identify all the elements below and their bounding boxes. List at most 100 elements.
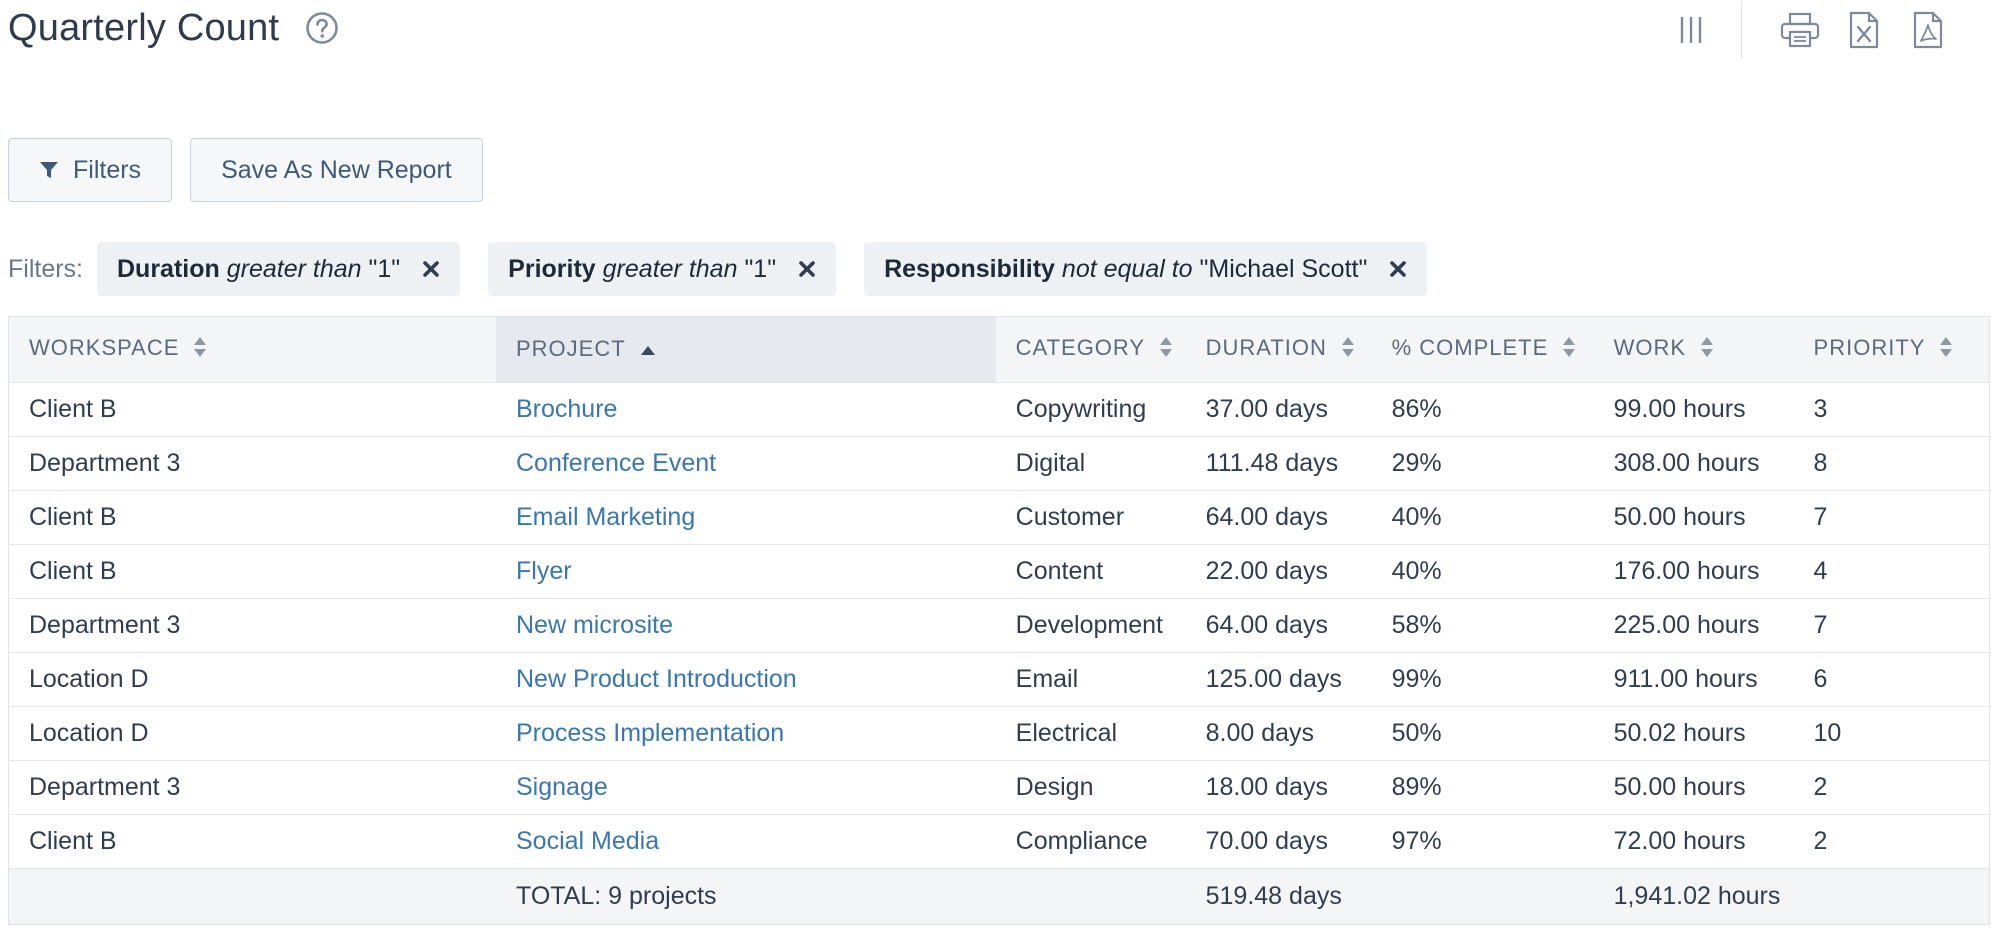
priority-cell: 10 [1793,706,1990,761]
help-circle-icon[interactable] [305,11,339,45]
percent-complete-cell: 40% [1371,490,1594,545]
sort-icon [193,336,207,364]
duration-cell: 111.48 days [1185,436,1372,491]
column-header-label: WORK [1613,335,1687,361]
column-header-label: PRIORITY [1813,335,1926,361]
work-cell: 911.00 hours [1593,652,1794,707]
workspace-cell: Location D [8,706,496,761]
duration-cell: 64.00 days [1185,598,1372,653]
work-cell: 225.00 hours [1593,598,1794,653]
priority-cell: 6 [1793,652,1990,707]
work-cell: 72.00 hours [1593,814,1794,869]
project-link[interactable]: Process Implementation [496,706,996,761]
sort-icon [1341,336,1355,364]
sort-ascending-icon [640,337,656,363]
work-cell: 50.02 hours [1593,706,1794,761]
total-label: TOTAL: 9 projects [496,868,996,925]
total-spacer-cell [1371,868,1594,925]
remove-filter-icon[interactable] [1389,260,1407,278]
filter-chip-operator: not equal to [1061,254,1193,283]
category-cell: Email [995,652,1186,707]
filter-chip: Responsibility not equal to "Michael Sco… [864,242,1428,296]
priority-cell: 2 [1793,814,1990,869]
columns-icon[interactable] [1671,10,1711,50]
duration-cell: 8.00 days [1185,706,1372,761]
table-header-row: WORKSPACE PROJECT CATEGORY DURATION % CO… [8,316,1990,383]
table-row: Location D Process Implementation Electr… [8,706,1990,761]
category-cell: Electrical [995,706,1186,761]
work-cell: 50.00 hours [1593,490,1794,545]
table-row: Client B Social Media Compliance 70.00 d… [8,814,1990,869]
work-cell: 308.00 hours [1593,436,1794,491]
percent-complete-cell: 50% [1371,706,1594,761]
sort-icon [1700,336,1714,364]
column-header-duration[interactable]: DURATION [1185,316,1372,383]
project-link[interactable]: Email Marketing [496,490,996,545]
filter-chip: Duration greater than "1" [97,242,461,296]
column-header-project[interactable]: PROJECT [496,316,996,383]
column-header-priority[interactable]: PRIORITY [1793,316,1990,383]
sort-icon [1562,336,1576,364]
percent-complete-cell: 29% [1371,436,1594,491]
work-cell: 99.00 hours [1593,382,1794,437]
page-title: Quarterly Count [8,6,280,49]
project-link[interactable]: Flyer [496,544,996,599]
workspace-cell: Client B [8,490,496,545]
workspace-cell: Location D [8,652,496,707]
duration-cell: 18.00 days [1185,760,1372,815]
table-row: Department 3 New microsite Development 6… [8,598,1990,653]
total-work: 1,941.02 hours [1593,868,1794,925]
priority-cell: 7 [1793,490,1990,545]
filter-icon [39,160,59,180]
category-cell: Digital [995,436,1186,491]
project-link[interactable]: New Product Introduction [496,652,996,707]
category-cell: Customer [995,490,1186,545]
filter-chip-field: Responsibility [884,254,1055,283]
export-toolbar [1647,2,1948,58]
table-row: Client B Email Marketing Customer 64.00 … [8,490,1990,545]
filter-chip: Priority greater than "1" [488,242,837,296]
filter-chip-operator: greater than [226,254,362,283]
sort-icon [1939,336,1953,364]
column-header-percent-complete[interactable]: % COMPLETE [1371,316,1594,383]
workspace-cell: Department 3 [8,598,496,653]
column-header-label: DURATION [1205,335,1327,361]
priority-cell: 8 [1793,436,1990,491]
duration-cell: 64.00 days [1185,490,1372,545]
priority-cell: 2 [1793,760,1990,815]
total-spacer-cell [995,868,1186,925]
workspace-cell: Department 3 [8,436,496,491]
total-spacer-cell [1793,868,1990,925]
project-link[interactable]: Signage [496,760,996,815]
category-cell: Development [995,598,1186,653]
pdf-export-icon[interactable] [1908,10,1948,50]
project-link[interactable]: Conference Event [496,436,996,491]
column-header-workspace[interactable]: WORKSPACE [8,316,496,383]
remove-filter-icon[interactable] [798,260,816,278]
print-icon[interactable] [1780,10,1820,50]
column-header-category[interactable]: CATEGORY [995,316,1186,383]
table-row: Department 3 Conference Event Digital 11… [8,436,1990,491]
filter-chip-operator: greater than [602,254,738,283]
filters-button-label: Filters [73,155,142,184]
column-header-label: CATEGORY [1015,335,1146,361]
category-cell: Compliance [995,814,1186,869]
project-link[interactable]: New microsite [496,598,996,653]
excel-export-icon[interactable] [1844,10,1884,50]
priority-cell: 4 [1793,544,1990,599]
save-as-new-report-button[interactable]: Save As New Report [190,138,483,202]
category-cell: Copywriting [995,382,1186,437]
project-link[interactable]: Brochure [496,382,996,437]
table-row: Location D New Product Introduction Emai… [8,652,1990,707]
table-row: Department 3 Signage Design 18.00 days 8… [8,760,1990,815]
remove-filter-icon[interactable] [422,260,440,278]
total-spacer-cell [8,868,496,925]
filters-label: Filters: [8,254,83,283]
total-duration: 519.48 days [1185,868,1372,925]
table-total-row: TOTAL: 9 projects 519.48 days 1,941.02 h… [8,868,1990,925]
column-header-label: WORKSPACE [29,335,180,361]
filters-button[interactable]: Filters [8,138,173,202]
column-header-label: PROJECT [516,335,626,361]
project-link[interactable]: Social Media [496,814,996,869]
column-header-work[interactable]: WORK [1593,316,1794,383]
